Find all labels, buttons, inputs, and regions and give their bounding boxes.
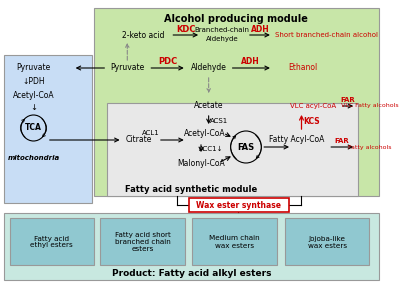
Bar [94, 8, 379, 196]
Text: Pyruvate: Pyruvate [110, 64, 144, 72]
Text: FAR: FAR [340, 97, 355, 103]
Text: Pyruvate: Pyruvate [16, 64, 51, 72]
Text: FAR: FAR [334, 138, 349, 144]
Text: ACS1: ACS1 [210, 118, 228, 124]
Text: VLC Fatty alcohols: VLC Fatty alcohols [340, 103, 398, 109]
Text: mitochondria: mitochondria [7, 155, 60, 161]
Text: Citrate: Citrate [126, 135, 152, 144]
Text: Short branched-chain alcohol: Short branched-chain alcohol [275, 32, 378, 38]
Bar [4, 213, 379, 280]
Bar [10, 218, 94, 265]
Bar [285, 218, 369, 265]
Text: ADH: ADH [251, 25, 270, 34]
Bar [101, 218, 185, 265]
Text: ADH: ADH [241, 58, 260, 66]
Text: Wax ester synthase: Wax ester synthase [196, 201, 282, 209]
Bar [4, 55, 92, 203]
Text: ACL1: ACL1 [142, 130, 160, 136]
Text: KCS: KCS [303, 117, 319, 127]
Text: Fatty acid
ethyl esters: Fatty acid ethyl esters [30, 235, 73, 249]
Text: PDC: PDC [158, 58, 177, 66]
Text: Aldehyde: Aldehyde [191, 64, 227, 72]
Text: Acetyl-CoA: Acetyl-CoA [184, 129, 226, 137]
Text: 2-keto acid: 2-keto acid [122, 30, 165, 40]
Bar [107, 103, 358, 196]
Text: Jojoba-like
wax esters: Jojoba-like wax esters [308, 235, 347, 249]
Text: Fatty alcohols: Fatty alcohols [348, 144, 391, 150]
Text: Product: Fatty acid alkyl esters: Product: Fatty acid alkyl esters [111, 268, 271, 278]
Text: Fatty Acyl-CoA: Fatty Acyl-CoA [269, 135, 324, 144]
Text: VLC acyl-CoA: VLC acyl-CoA [290, 103, 336, 109]
Text: Aldehyde: Aldehyde [206, 36, 238, 42]
Text: ↓PDH: ↓PDH [22, 78, 45, 87]
Text: Ethanol: Ethanol [288, 64, 317, 72]
Text: Malonyl-CoA: Malonyl-CoA [177, 158, 225, 168]
Text: TCA: TCA [25, 123, 42, 133]
Bar [192, 218, 277, 265]
Text: Alcohol producing module: Alcohol producing module [164, 14, 308, 24]
Text: FAS: FAS [237, 142, 255, 152]
Text: ACC1↓: ACC1↓ [199, 146, 224, 152]
Text: Branched-chain: Branched-chain [194, 27, 249, 33]
Text: Medium chain
wax esters: Medium chain wax esters [209, 235, 260, 249]
Text: KDC: KDC [176, 25, 195, 34]
Text: Acetyl-CoA: Acetyl-CoA [13, 91, 54, 99]
Text: Acetate: Acetate [194, 101, 223, 111]
Text: Fatty acid synthetic module: Fatty acid synthetic module [125, 186, 257, 194]
Text: ↓: ↓ [30, 103, 37, 113]
Bar [188, 198, 289, 212]
Text: Fatty acid short
branched chain
esters: Fatty acid short branched chain esters [115, 232, 170, 252]
